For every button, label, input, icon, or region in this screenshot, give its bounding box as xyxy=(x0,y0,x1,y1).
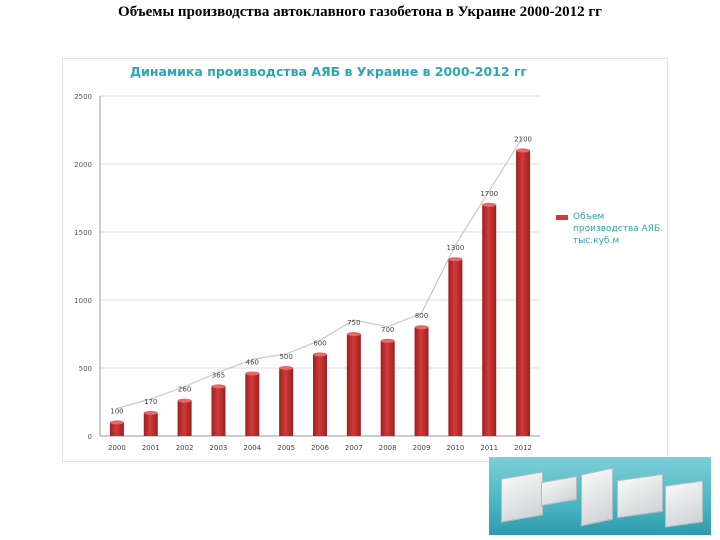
legend-label: Объем производства АЯБ. тыс.куб.м xyxy=(573,212,664,246)
bar xyxy=(516,150,531,436)
x-tick-label: 2000 xyxy=(108,444,126,452)
x-tick-label: 2010 xyxy=(446,444,464,452)
bar-top xyxy=(279,366,294,370)
data-label: 1700 xyxy=(480,190,498,198)
bar-top xyxy=(313,352,327,357)
bar-top xyxy=(516,148,531,153)
bar xyxy=(380,340,395,436)
data-label: 600 xyxy=(313,339,326,347)
y-tick-label: 1500 xyxy=(74,229,92,237)
y-tick-label: 500 xyxy=(79,365,92,373)
data-label: 2100 xyxy=(514,135,532,143)
bar xyxy=(482,204,497,436)
gas-concrete-blocks-image xyxy=(489,457,711,535)
data-label: 460 xyxy=(246,358,259,366)
y-tick-label: 1000 xyxy=(74,297,92,305)
data-label: 170 xyxy=(144,398,157,406)
bar xyxy=(414,327,429,436)
slide-title: Объемы производства автоклавного газобет… xyxy=(118,4,602,20)
x-tick-label: 2002 xyxy=(176,444,194,452)
x-tick-label: 2011 xyxy=(480,444,498,452)
x-tick-label: 2001 xyxy=(142,444,160,452)
y-tick-label: 2500 xyxy=(74,93,92,101)
x-tick-label: 2009 xyxy=(413,444,431,452)
data-label: 100 xyxy=(110,407,123,415)
bar-top xyxy=(143,410,158,415)
bar-top xyxy=(482,202,497,207)
x-tick-label: 2012 xyxy=(514,444,532,452)
chart-title: Динамика производства АЯБ в Украине в 20… xyxy=(130,64,527,79)
x-tick-label: 2006 xyxy=(311,444,329,452)
bar xyxy=(346,334,361,436)
bar-top xyxy=(346,332,361,336)
legend-swatch xyxy=(556,215,568,220)
bar xyxy=(245,373,260,436)
data-label: 365 xyxy=(212,371,225,379)
data-label: 700 xyxy=(381,326,394,334)
bar-top xyxy=(380,338,395,343)
legend: Объем производства АЯБ. тыс.куб.м xyxy=(556,211,666,247)
trend-line xyxy=(116,136,524,409)
data-label: 800 xyxy=(415,312,428,320)
y-tick-label: 2000 xyxy=(74,161,92,169)
data-label: 260 xyxy=(178,386,191,394)
bar-top xyxy=(211,384,226,389)
x-tick-label: 2004 xyxy=(243,444,261,452)
x-tick-label: 2005 xyxy=(277,444,295,452)
bar xyxy=(279,368,294,436)
bar-top xyxy=(414,325,429,330)
bar-top xyxy=(109,420,124,425)
bar xyxy=(177,400,192,436)
bar-top xyxy=(177,398,192,403)
bar-top xyxy=(245,371,260,376)
y-tick-label: 0 xyxy=(88,433,92,441)
bar-top xyxy=(448,257,463,262)
bar xyxy=(313,354,327,436)
data-label: 500 xyxy=(279,353,292,361)
bar xyxy=(143,412,158,436)
x-tick-label: 2003 xyxy=(210,444,228,452)
data-label: 1300 xyxy=(446,244,464,252)
x-tick-label: 2008 xyxy=(379,444,397,452)
bar xyxy=(109,422,124,436)
x-tick-label: 2007 xyxy=(345,444,363,452)
bar xyxy=(211,386,226,436)
data-label: 750 xyxy=(347,319,360,327)
bar xyxy=(448,259,463,436)
